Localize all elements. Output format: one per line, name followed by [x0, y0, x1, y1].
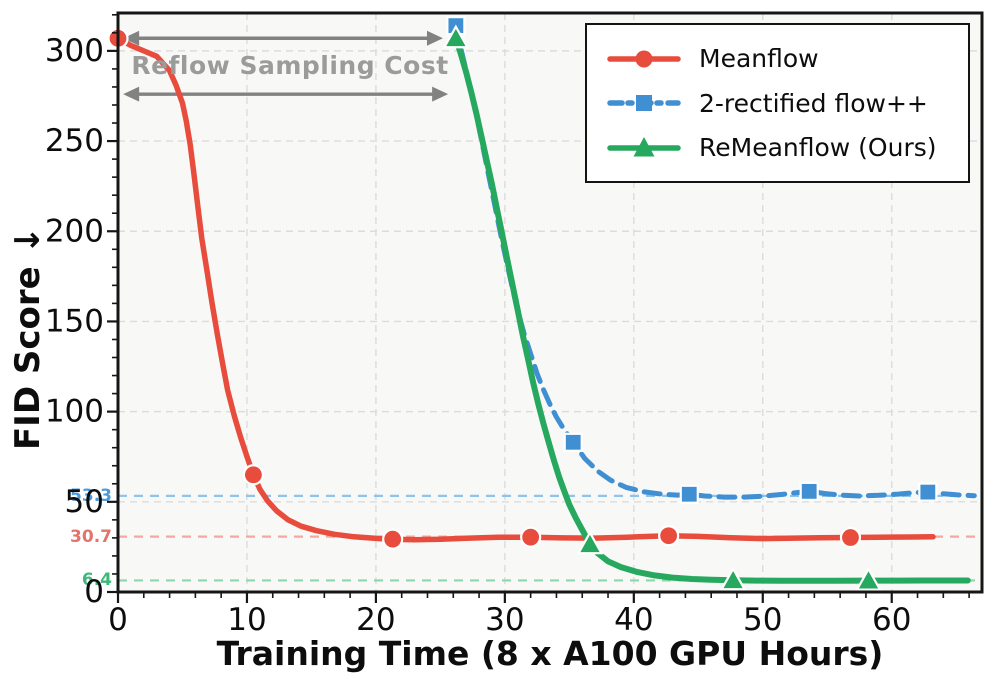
y-axis-label: FID Score ↓: [8, 225, 48, 451]
arrow-head-left-1: [123, 86, 140, 102]
axes-spines: [116, 11, 984, 594]
legend-sample-circle-icon: [607, 50, 681, 67]
marker-circle-meanflow: [242, 464, 265, 486]
legend-label: 2-rectified flow++: [699, 88, 928, 118]
marker-square-2-rectified-flow: [679, 484, 699, 504]
marker-circle-meanflow: [839, 526, 862, 549]
ref-label-30.7: 30.7: [70, 526, 112, 547]
legend-label: ReMeanflow (Ours): [699, 133, 937, 162]
legend-item-remeanflow-ours: ReMeanflow (Ours): [607, 133, 968, 163]
marker-circle-meanflow: [382, 528, 404, 550]
marker-triangle-remeanflow-ours: [576, 530, 604, 555]
x-tick-label-60: 60: [872, 602, 911, 638]
x-tick-label-40: 40: [614, 602, 653, 638]
marker-circle-meanflow: [520, 526, 542, 548]
legend-item-2-rectified-flow: 2-rectified flow++: [607, 88, 968, 118]
x-tick-label-10: 10: [227, 602, 266, 638]
y-tick-label-200: 200: [45, 213, 104, 249]
y-tick-label-0: 0: [84, 574, 104, 610]
reference-line-labels: 53.3 30.7 6.4: [0, 0, 112, 684]
legend-sample-triangle-icon: [607, 136, 681, 156]
legend-marker-circle-icon: [635, 50, 653, 67]
marker-triangle-remeanflow-ours: [719, 566, 747, 591]
x-tick-label-30: 30: [485, 602, 524, 638]
y-tick-label-300: 300: [45, 33, 104, 69]
series-line-meanflow: [115, 35, 936, 543]
marker-square-2-rectified-flow: [918, 482, 938, 502]
legend: Meanflow 2-rectified flow++ ReMeanflow (Ou…: [585, 23, 970, 183]
y-tick-label-100: 100: [45, 394, 104, 430]
y-tick-label-250: 250: [45, 123, 104, 159]
x-tick-label-50: 50: [743, 602, 782, 638]
arrow-head-right-0: [426, 30, 443, 46]
y-tick-label-50: 50: [65, 484, 104, 520]
legend-label: Meanflow: [699, 44, 819, 73]
marker-square-2-rectified-flow: [563, 432, 583, 452]
x-tick-label-20: 20: [356, 602, 395, 638]
annotation-reflow-sampling-cost: Reflow Sampling Cost: [131, 51, 449, 80]
x-axis-label: Training Time (8 x A100 GPU Hours): [216, 634, 884, 673]
ref-label-6.4: 6.4: [81, 570, 112, 591]
legend-sample-square-icon: [607, 95, 681, 111]
x-tick-label-0: 0: [108, 602, 128, 638]
series-line-remeanflow-ours: [452, 35, 971, 584]
ref-label-53.3: 53.3: [70, 485, 112, 506]
marker-triangle-remeanflow-ours: [855, 566, 882, 591]
arrow-head-left-0: [123, 30, 140, 46]
marker-circle-meanflow: [658, 525, 680, 547]
legend-item-meanflow: Meanflow: [607, 44, 968, 74]
y-tick-label-150: 150: [45, 303, 104, 339]
arrow-head-right-1: [432, 86, 449, 102]
marker-triangle-remeanflow-ours: [442, 24, 470, 49]
legend-marker-square-icon: [636, 95, 652, 111]
legend-marker-triangle-icon: [633, 136, 655, 156]
marker-square-2-rectified-flow: [799, 481, 819, 501]
